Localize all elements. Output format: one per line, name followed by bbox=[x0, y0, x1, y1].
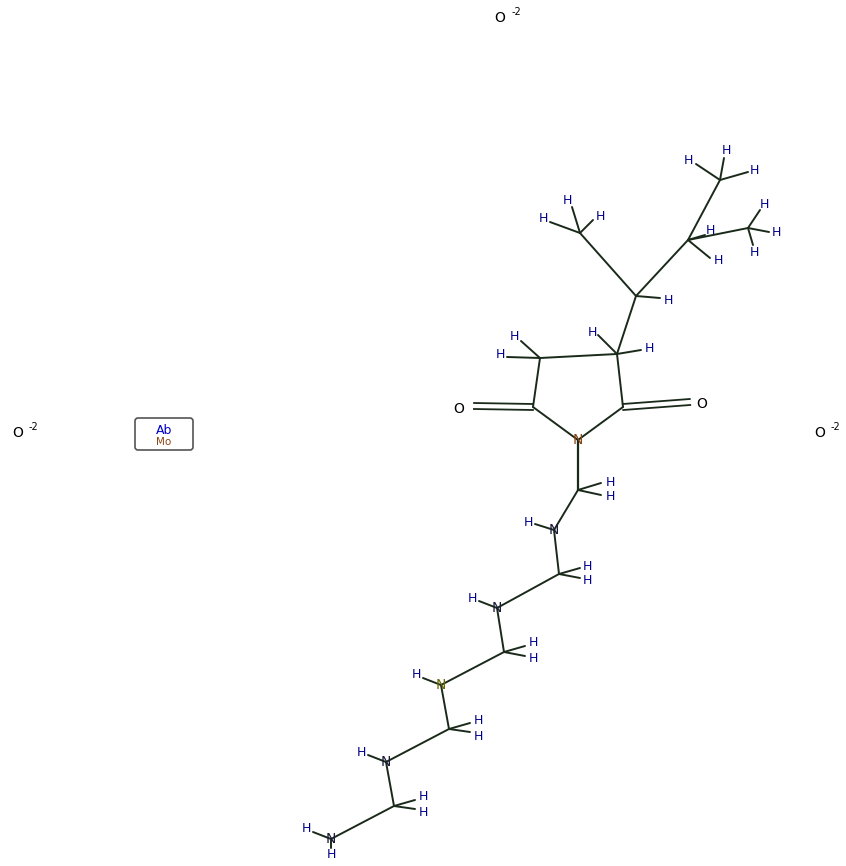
Text: H: H bbox=[411, 669, 420, 682]
Text: O: O bbox=[495, 11, 505, 25]
Text: H: H bbox=[750, 245, 759, 258]
Text: H: H bbox=[684, 153, 693, 166]
Text: H: H bbox=[706, 223, 715, 236]
Text: H: H bbox=[528, 652, 538, 665]
Text: N: N bbox=[573, 433, 583, 447]
Text: H: H bbox=[327, 848, 336, 861]
Text: -2: -2 bbox=[28, 422, 38, 432]
Text: Ab: Ab bbox=[156, 423, 173, 436]
Text: N: N bbox=[326, 832, 336, 846]
Text: H: H bbox=[605, 475, 615, 488]
Text: H: H bbox=[473, 729, 483, 742]
Text: O: O bbox=[815, 426, 826, 440]
Text: H: H bbox=[563, 193, 572, 206]
Text: H: H bbox=[605, 490, 615, 503]
Text: H: H bbox=[582, 574, 591, 587]
Text: H: H bbox=[713, 255, 722, 268]
Text: O: O bbox=[696, 397, 707, 411]
Text: O: O bbox=[453, 402, 464, 416]
FancyBboxPatch shape bbox=[135, 418, 193, 450]
Text: H: H bbox=[495, 348, 505, 361]
Text: H: H bbox=[596, 210, 605, 223]
Text: Mo: Mo bbox=[157, 437, 172, 447]
Text: H: H bbox=[473, 714, 483, 727]
Text: N: N bbox=[436, 678, 446, 692]
Text: H: H bbox=[663, 294, 673, 307]
Text: H: H bbox=[418, 791, 428, 804]
Text: H: H bbox=[467, 591, 476, 604]
Text: H: H bbox=[418, 806, 428, 819]
Text: H: H bbox=[587, 326, 596, 339]
Text: H: H bbox=[722, 144, 731, 157]
Text: N: N bbox=[549, 523, 559, 537]
Text: N: N bbox=[381, 755, 391, 769]
Text: H: H bbox=[772, 227, 781, 240]
Text: H: H bbox=[750, 164, 759, 177]
Text: H: H bbox=[645, 341, 654, 354]
Text: H: H bbox=[582, 559, 591, 572]
Text: H: H bbox=[528, 637, 538, 650]
Text: H: H bbox=[356, 746, 365, 759]
Text: O: O bbox=[13, 426, 24, 440]
Text: N: N bbox=[492, 601, 503, 615]
Text: H: H bbox=[760, 197, 769, 210]
Text: H: H bbox=[301, 823, 310, 836]
Text: H: H bbox=[524, 515, 533, 528]
Text: H: H bbox=[509, 331, 519, 344]
Text: H: H bbox=[538, 211, 547, 224]
Text: -2: -2 bbox=[830, 422, 840, 432]
Text: -2: -2 bbox=[511, 7, 521, 17]
